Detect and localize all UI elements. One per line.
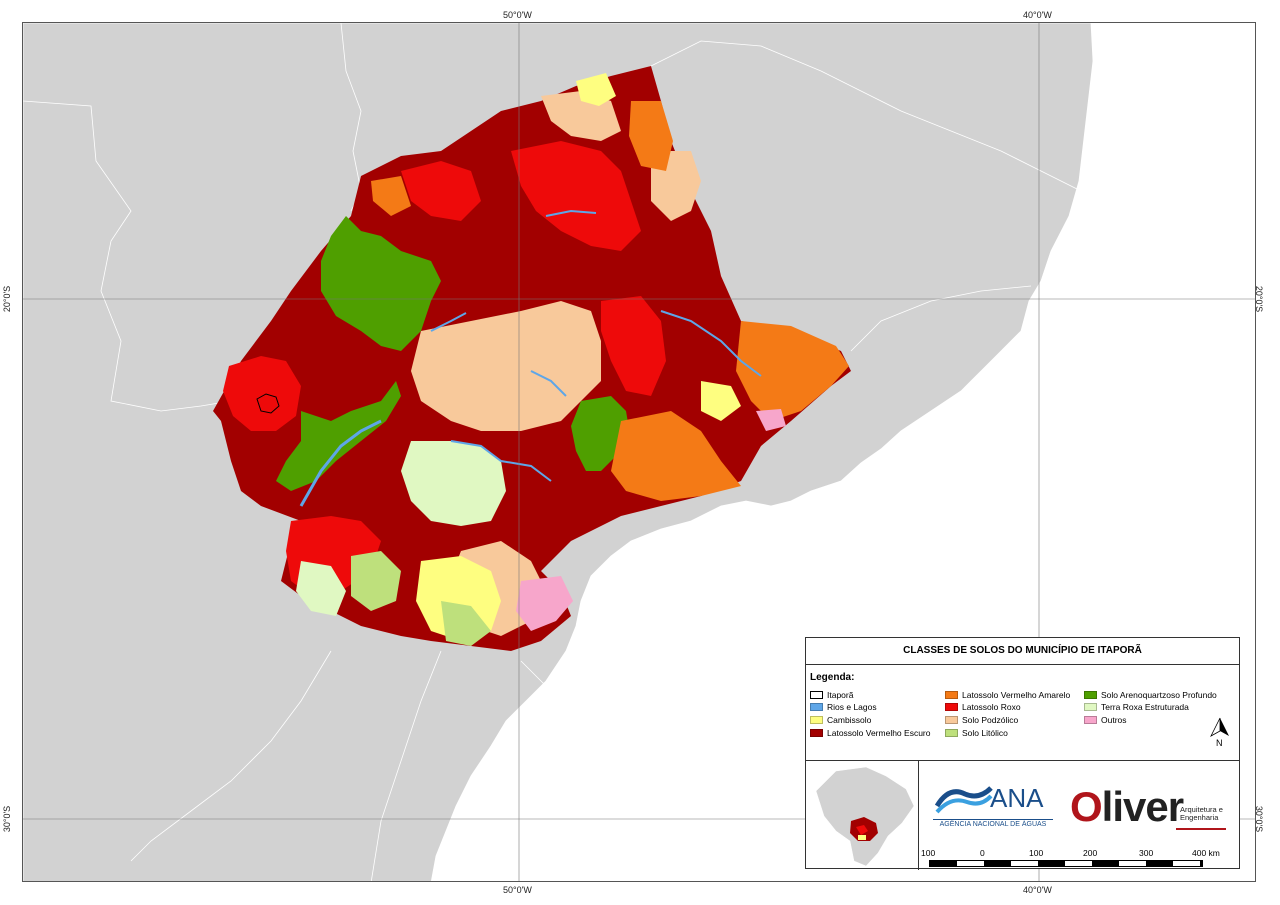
map-title: CLASSES DE SOLOS DO MUNICÍPIO DE ITAPORÃ (806, 638, 1239, 665)
legend-swatch (1084, 716, 1097, 724)
legend-item: Itaporã (810, 690, 853, 700)
legend-item: Outros (1084, 715, 1127, 725)
map-canvas (23, 23, 1255, 881)
scale-label: 300 (1139, 848, 1154, 858)
oliver-logo: Oliver (1070, 783, 1184, 830)
scale-bar (929, 860, 1203, 867)
graticule-label-right: 30°0'S (1254, 805, 1265, 833)
river (430, 312, 467, 332)
border-line (640, 40, 1082, 192)
river (450, 440, 552, 482)
itapora-outline (256, 393, 280, 414)
inset-brazil-outline (815, 766, 915, 867)
legend-heading: Legenda: (810, 672, 855, 683)
legend-item: Solo Arenoquartzoso Profundo (1084, 690, 1217, 700)
soil-region (213, 66, 851, 651)
ana-logo-icon (935, 786, 993, 814)
soil-latossolo-roxo (511, 141, 641, 251)
legend-swatch (1084, 691, 1097, 699)
border-line (130, 650, 332, 862)
river (299, 419, 382, 507)
scale-label: 0 (980, 848, 985, 858)
legend-item: Latossolo Vermelho Amarelo (945, 690, 1070, 700)
soil-cambissolo (701, 381, 741, 421)
legend-panel: CLASSES DE SOLOS DO MUNICÍPIO DE ITAPORÃ… (805, 637, 1240, 870)
soil-terra-roxa (401, 441, 506, 526)
legend-swatch (945, 691, 958, 699)
river (545, 209, 597, 217)
legend-swatch (945, 703, 958, 711)
legend-item: Latossolo Vermelho Escuro (810, 728, 930, 738)
legend-swatch (810, 716, 823, 724)
soil-latossolo-roxo (223, 356, 301, 431)
legend-item: Cambissolo (810, 715, 871, 725)
river (660, 310, 762, 377)
graticule-label-right: 20°0'S (1254, 285, 1265, 313)
soil-cambissolo (576, 73, 616, 106)
soil-latossolo-roxo (401, 161, 481, 221)
ana-logo-text: ANA (990, 783, 1044, 813)
graticule-label-bottom: 50°0'W (503, 885, 532, 895)
border-line (370, 650, 442, 881)
legend-item: Latossolo Roxo (945, 702, 1021, 712)
soil-arenoquartzoso (276, 381, 401, 491)
legend-swatch (1084, 703, 1097, 711)
legend-swatch (810, 703, 823, 711)
river (530, 370, 567, 397)
ana-logo-subtitle: AGÊNCIA NACIONAL DE ÁGUAS (933, 819, 1053, 828)
border-line (23, 100, 232, 412)
oliver-logo-underline (1176, 828, 1226, 830)
graticule-label-top: 40°0'W (1023, 10, 1052, 20)
legend-swatch (945, 729, 958, 737)
legend-item: Solo Podzólico (945, 715, 1018, 725)
graticule-label-left: 20°0'S (2, 285, 13, 313)
soil-litolico (351, 551, 401, 611)
scale-label: 400 km (1192, 848, 1220, 858)
border-line (850, 285, 1032, 352)
north-label: N (1216, 738, 1223, 748)
soil-litolico (441, 601, 491, 646)
soil-arenoquartzoso (321, 216, 441, 351)
oliver-logo-subtitle: Arquitetura e Engenharia (1180, 805, 1223, 822)
soil-latossolo-roxo (601, 296, 666, 396)
brazil-inset-map (806, 761, 919, 870)
oliver-logo-name: liver (1101, 783, 1184, 830)
border-line (480, 660, 562, 862)
graticule-label-top: 50°0'W (503, 10, 532, 20)
soil-outros (516, 576, 573, 631)
graticule-label-bottom: 40°0'W (1023, 885, 1052, 895)
graticule-label-left: 30°0'S (2, 805, 13, 833)
soil-vermelho-amarelo (736, 321, 849, 421)
legend-item: Solo Litólico (945, 728, 1008, 738)
scale-label: 100 (921, 848, 936, 858)
legend-swatch (810, 691, 823, 699)
north-arrow-icon (1210, 717, 1229, 737)
legend-item: Terra Roxa Estruturada (1084, 702, 1189, 712)
inset-svg (815, 766, 915, 867)
inset-study-area (856, 825, 868, 835)
soil-terra-roxa (296, 561, 346, 616)
inset-study-area (858, 835, 866, 840)
soil-outros (756, 409, 786, 431)
soil-podzolico (411, 301, 601, 431)
legend-item: Rios e Lagos (810, 702, 877, 712)
scale-label: 200 (1083, 848, 1098, 858)
oliver-logo-initial: O (1070, 783, 1103, 830)
soil-vermelho-amarelo (629, 101, 673, 171)
legend-swatch (945, 716, 958, 724)
map-frame (22, 22, 1256, 882)
soil-vermelho-amarelo (611, 411, 741, 501)
legend-footer (806, 760, 1239, 870)
scale-label: 100 (1029, 848, 1044, 858)
legend-swatch (810, 729, 823, 737)
soil-vermelho-amarelo (371, 176, 411, 216)
